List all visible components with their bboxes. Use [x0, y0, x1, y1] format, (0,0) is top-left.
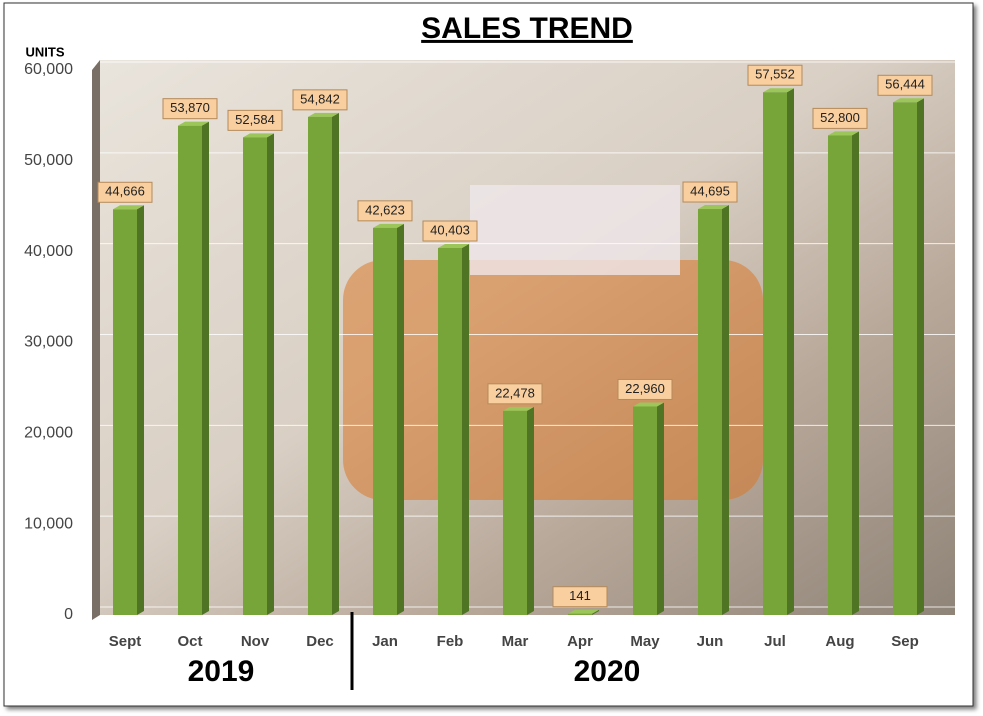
bar-top	[828, 131, 859, 136]
value-label: 53,870	[170, 100, 210, 115]
bar-side	[137, 205, 144, 616]
x-tick-label: May	[630, 633, 660, 650]
x-tick-label: Mar	[502, 633, 529, 650]
value-label: 54,842	[300, 91, 340, 106]
bar-top	[178, 121, 209, 126]
value-label-box	[552, 586, 608, 608]
x-tick-label: Sept	[109, 633, 142, 650]
bar-side	[462, 244, 469, 615]
bar-side	[202, 121, 209, 615]
x-tick-label: Jun	[697, 633, 724, 650]
y-tick-label: 40,000	[24, 243, 73, 260]
bar	[763, 92, 787, 615]
background-banner	[470, 185, 680, 275]
value-label-box	[877, 74, 933, 96]
x-tick-label: Aug	[825, 633, 854, 650]
bar-side	[527, 406, 534, 615]
bar-top	[113, 205, 144, 210]
bar-top	[763, 88, 794, 93]
bar	[503, 410, 527, 615]
value-label: 22,960	[625, 381, 665, 396]
plot-wall	[92, 60, 100, 620]
group-label: 2020	[574, 655, 641, 688]
bar	[828, 135, 852, 615]
value-label: 56,444	[885, 77, 925, 92]
bar-top	[373, 223, 404, 228]
bar-side	[852, 131, 859, 615]
bar	[373, 227, 397, 616]
x-tick-label: Feb	[437, 633, 464, 650]
value-label-box	[357, 200, 413, 222]
bar	[438, 248, 462, 615]
value-label: 52,800	[820, 110, 860, 125]
x-tick-label: Jul	[764, 633, 786, 650]
bar-top	[893, 98, 924, 103]
value-label-box	[162, 98, 218, 120]
value-label-box	[812, 107, 868, 129]
x-tick-label: Apr	[567, 633, 593, 650]
y-tick-label: 30,000	[24, 334, 73, 351]
bar-top	[503, 406, 534, 411]
value-label: 141	[569, 588, 591, 603]
bar	[243, 137, 267, 615]
x-tick-label: Dec	[306, 633, 334, 650]
value-label-box	[292, 89, 348, 111]
bar	[633, 406, 657, 615]
y-axis-title: UNITS	[26, 44, 65, 59]
bar	[893, 102, 917, 615]
x-tick-label: Sep	[891, 633, 919, 650]
bar-side	[787, 88, 794, 615]
y-tick-label: 50,000	[24, 152, 73, 169]
x-tick-label: Nov	[241, 633, 270, 650]
value-label-box	[422, 220, 478, 242]
value-label: 40,403	[430, 222, 470, 237]
value-label: 44,666	[105, 184, 145, 199]
y-tick-label: 20,000	[24, 425, 73, 442]
bar-side	[722, 205, 729, 615]
value-label: 57,552	[755, 67, 795, 82]
bar	[698, 209, 722, 615]
bar	[308, 116, 332, 615]
bar-top	[243, 133, 274, 138]
bar	[568, 613, 592, 615]
bar-side	[592, 609, 599, 615]
value-label: 22,478	[495, 385, 535, 400]
value-label-box	[97, 181, 153, 203]
value-label: 42,623	[365, 202, 405, 217]
bar-side	[332, 112, 339, 615]
bar-top	[568, 609, 599, 614]
chart-title: SALES TREND	[421, 12, 633, 45]
group-label: 2019	[188, 655, 255, 688]
bar-top	[698, 205, 729, 210]
bar	[113, 209, 137, 616]
value-label: 52,584	[235, 112, 275, 127]
value-label-box	[682, 181, 738, 203]
value-label-box	[227, 109, 283, 131]
bar-side	[657, 402, 664, 615]
value-label-box	[617, 378, 673, 400]
bar-side	[267, 133, 274, 615]
bar	[178, 125, 202, 615]
x-tick-label: Jan	[372, 633, 398, 650]
x-tick-label: Oct	[177, 633, 202, 650]
value-label: 44,695	[690, 183, 730, 198]
y-tick-label: 10,000	[24, 515, 73, 532]
bar-top	[438, 244, 469, 249]
bar-top	[308, 112, 339, 117]
value-label-box	[747, 64, 803, 86]
bar-side	[917, 98, 924, 615]
bar-top	[633, 402, 664, 407]
value-label-box	[487, 383, 543, 405]
y-tick-label: 0	[64, 606, 73, 623]
y-tick-label: 60,000	[24, 61, 73, 78]
bar-side	[397, 223, 404, 616]
